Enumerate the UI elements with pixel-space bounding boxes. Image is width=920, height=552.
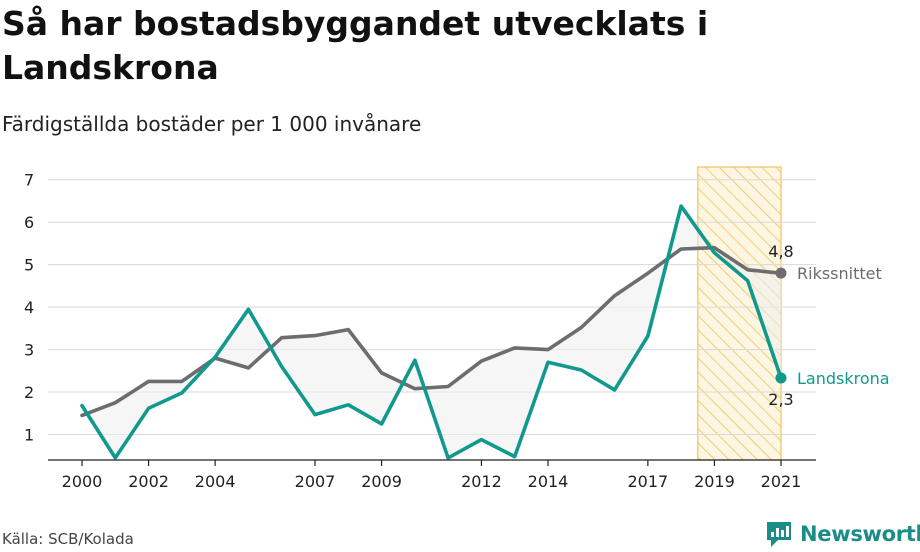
x-axis-ticks: 2000 2002 2004 2007 2009 2012 2014 2017 2019 2021 [62,460,802,491]
end-value-label: 2,3 [768,390,793,409]
x-tick-label: 2014 [528,472,569,491]
y-tick-label: 3 [24,341,34,360]
chart-subtitle: Färdigställda bostäder per 1 000 invånar… [2,112,422,136]
end-point-landskrona [775,372,787,384]
y-tick-label: 5 [24,256,34,275]
brand-logo: Newsworthy [764,519,920,549]
y-tick-label: 7 [24,171,34,190]
series-name-label: Rikssnittet [797,264,882,283]
x-tick-label: 2004 [195,472,236,491]
y-tick-label: 1 [24,426,34,445]
y-tick-label: 4 [24,298,34,317]
series-line-landskrona [80,204,783,460]
x-tick-label: 2000 [62,472,103,491]
x-tick-label: 2019 [694,472,735,491]
series-lines [80,204,787,460]
end-value-label: 4,8 [768,242,793,261]
source-note: Källa: SCB/Kolada [2,530,134,548]
end-point-rikssnittet [775,267,787,279]
y-axis-ticks: 1 2 3 4 5 6 7 [24,171,34,445]
series-line-rikssnittet [80,245,783,418]
x-tick-label: 2017 [627,472,668,491]
x-tick-label: 2007 [295,472,336,491]
y-tick-label: 2 [24,383,34,402]
x-tick-label: 2021 [761,472,802,491]
x-tick-label: 2009 [361,472,402,491]
newsworthy-logo-icon [767,522,791,547]
y-tick-label: 6 [24,213,34,232]
difference-fill [82,206,781,458]
x-tick-label: 2002 [128,472,169,491]
chart-title: Så har bostadsbyggandet utvecklats i Lan… [2,4,709,87]
x-tick-label: 2012 [461,472,502,491]
brand-name: Newsworthy [800,522,920,546]
series-name-label: Landskrona [797,369,890,388]
